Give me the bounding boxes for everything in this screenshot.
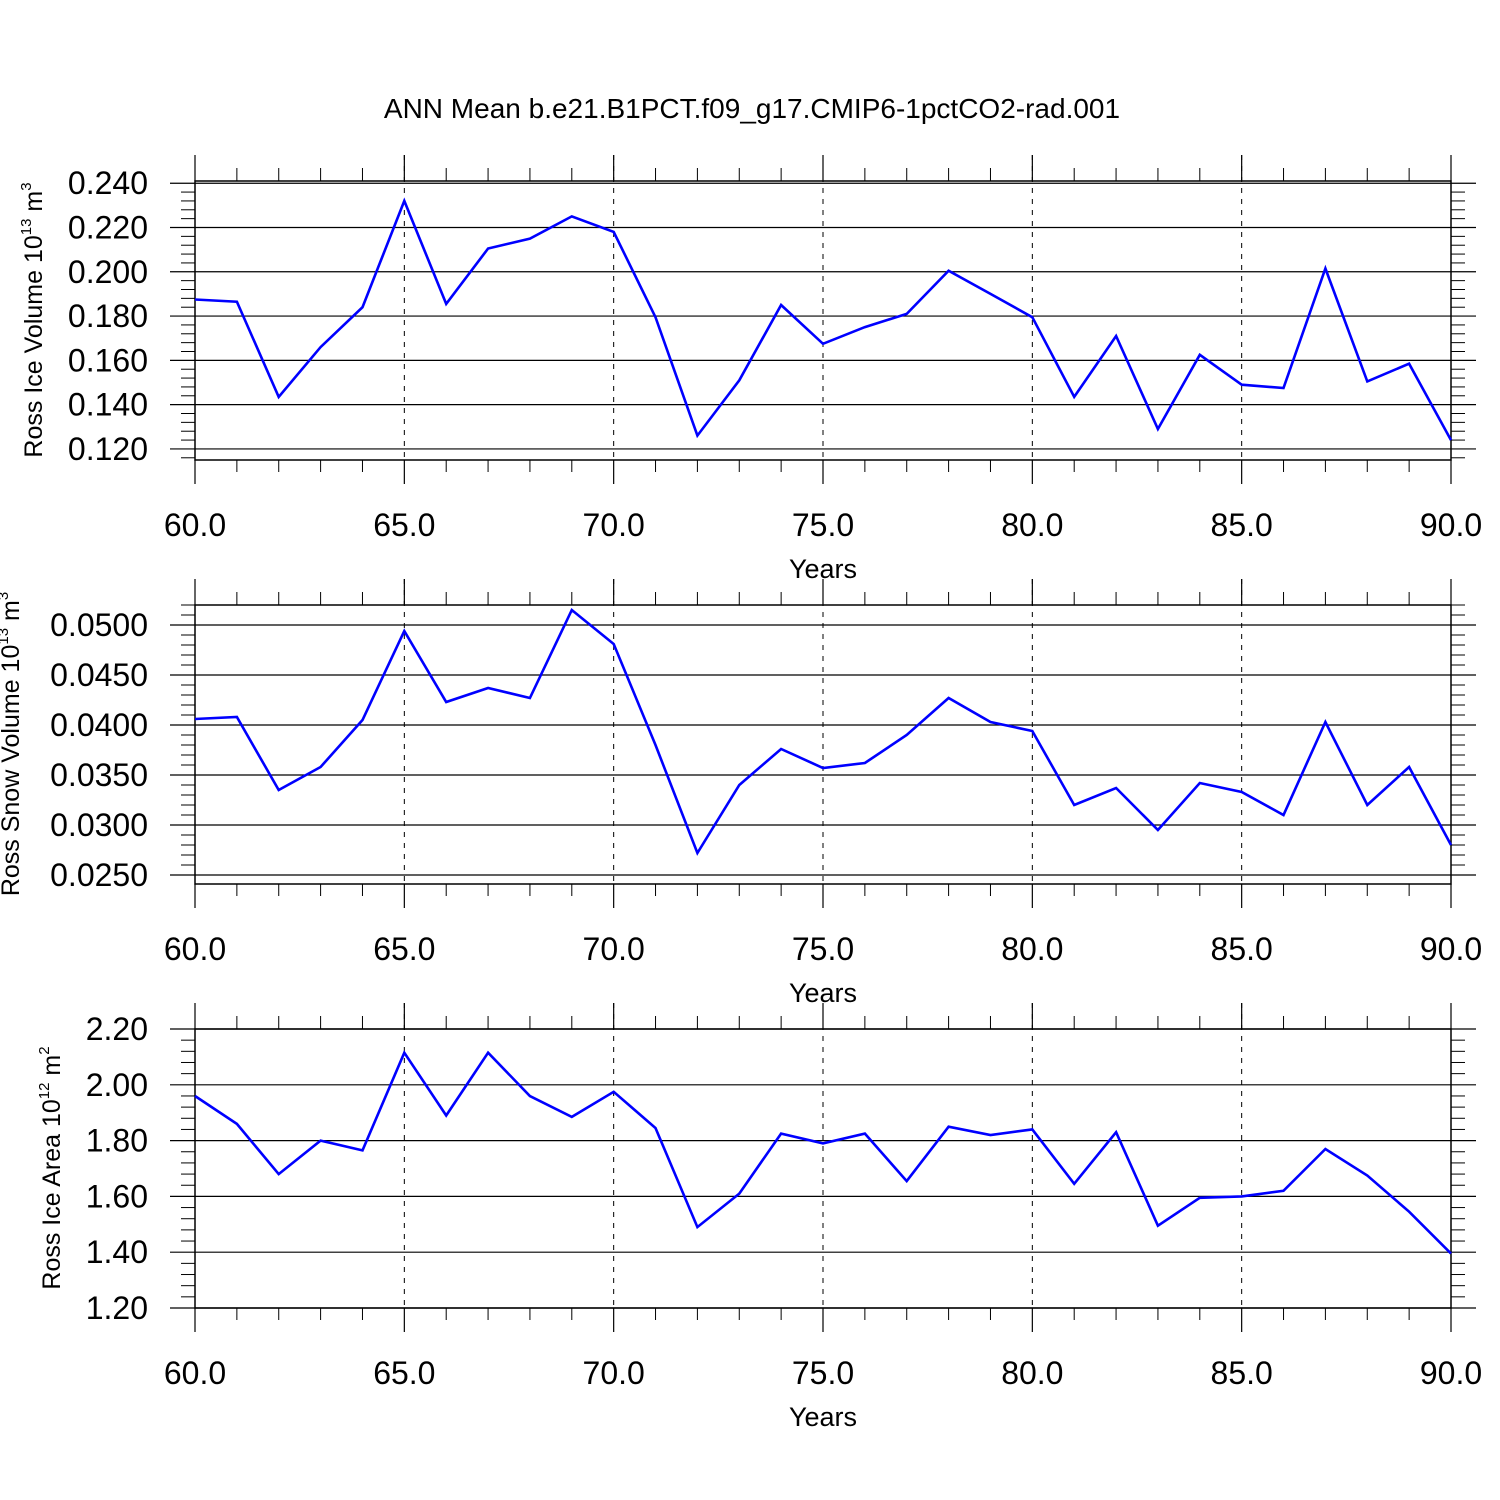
plot-frame-ice-volume — [194, 180, 1452, 461]
x-axis-label-ice-area: Years — [789, 1402, 857, 1432]
y-tick-label-ice-area-2: 1.60 — [86, 1178, 148, 1214]
x-tick-label-ice-area-4: 80.0 — [1001, 1355, 1063, 1391]
series-line-ice-area — [194, 1049, 1452, 1255]
series-line-snow-volume — [194, 607, 1453, 856]
y-tick-label-ice-volume-0: 0.120 — [68, 431, 148, 467]
panel-ice-area: 1.20 1.40 1.60 1.80 2.00 2.20 60.0 65.0 70.0 75.0… — [36, 1003, 1482, 1432]
x-tick-label-snow-volume-6: 90.0 — [1420, 931, 1482, 967]
x-tick-label-ice-volume-1: 65.0 — [373, 507, 435, 543]
y-tick-label-snow-volume-2: 0.0350 — [50, 757, 148, 793]
y-tick-label-snow-volume-4: 0.0450 — [50, 657, 148, 693]
y-tick-label-ice-volume-6: 0.240 — [68, 165, 148, 201]
x-tick-label-ice-volume-6: 90.0 — [1420, 507, 1482, 543]
x-tick-label-ice-volume-5: 85.0 — [1211, 507, 1273, 543]
plot-frame-snow-volume — [194, 604, 1452, 885]
y-tick-label-ice-volume-5: 0.220 — [68, 210, 148, 246]
x-tick-label-ice-area-0: 60.0 — [164, 1355, 226, 1391]
panel-snow-volume: 0.0250 0.0300 0.0350 0.0400 0.0450 0.0500 60.0… — [0, 579, 1482, 1008]
x-tick-label-ice-area-2: 70.0 — [583, 1355, 645, 1391]
y-tick-label-ice-area-4: 2.00 — [86, 1067, 148, 1103]
plot-frame-ice-area — [194, 1028, 1452, 1309]
y-tick-label-snow-volume-3: 0.0400 — [50, 707, 148, 743]
x-tick-label-snow-volume-5: 85.0 — [1211, 931, 1273, 967]
x-tick-label-ice-area-6: 90.0 — [1420, 1355, 1482, 1391]
x-tick-label-ice-volume-3: 75.0 — [792, 507, 854, 543]
y-tick-label-snow-volume-1: 0.0300 — [50, 807, 148, 843]
x-tick-label-ice-volume-2: 70.0 — [583, 507, 645, 543]
x-tick-label-snow-volume-2: 70.0 — [583, 931, 645, 967]
y-axis-label-ice-volume: Ross Ice Volume 1013 m3 — [18, 182, 48, 457]
x-tick-label-ice-area-5: 85.0 — [1211, 1355, 1273, 1391]
panel-ice-volume: 0.120 0.140 0.160 0.180 0.200 0.220 0.240 60.0 6… — [18, 155, 1482, 584]
x-tick-label-snow-volume-1: 65.0 — [373, 931, 435, 967]
y-tick-label-ice-area-0: 1.20 — [86, 1290, 148, 1326]
y-tick-label-ice-area-3: 1.80 — [86, 1123, 148, 1159]
y-axis-label-snow-volume: Ross Snow Volume 1013 m3 — [0, 592, 25, 896]
x-tick-label-snow-volume-3: 75.0 — [792, 931, 854, 967]
x-tick-label-snow-volume-0: 60.0 — [164, 931, 226, 967]
y-tick-label-snow-volume-5: 0.0500 — [50, 607, 148, 643]
x-tick-label-ice-volume-4: 80.0 — [1001, 507, 1063, 543]
x-tick-label-ice-area-3: 75.0 — [792, 1355, 854, 1391]
x-tick-label-ice-volume-0: 60.0 — [164, 507, 226, 543]
chart-title: ANN Mean b.e21.B1PCT.f09_g17.CMIP6-1pctC… — [384, 93, 1120, 124]
y-tick-label-ice-volume-3: 0.180 — [68, 298, 148, 334]
y-tick-label-ice-volume-4: 0.200 — [68, 254, 148, 290]
series-line-ice-volume — [194, 197, 1453, 441]
y-tick-label-ice-area-1: 1.40 — [86, 1234, 148, 1270]
y-tick-label-snow-volume-0: 0.0250 — [50, 857, 148, 893]
y-tick-label-ice-volume-2: 0.160 — [68, 342, 148, 378]
y-tick-label-ice-area-5: 2.20 — [86, 1011, 148, 1047]
y-axis-label-ice-area: Ross Ice Area 1012 m2 — [36, 1046, 66, 1289]
x-tick-label-ice-area-1: 65.0 — [373, 1355, 435, 1391]
y-tick-label-ice-volume-1: 0.140 — [68, 387, 148, 423]
x-tick-label-snow-volume-4: 80.0 — [1001, 931, 1063, 967]
